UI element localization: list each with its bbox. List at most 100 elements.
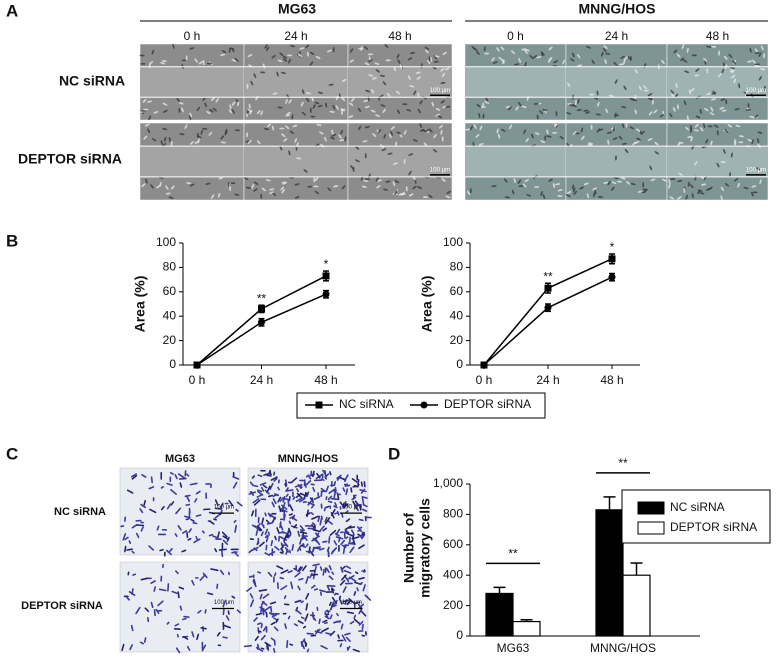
- cell: [339, 579, 346, 586]
- cell: [518, 185, 524, 188]
- cell: [196, 106, 200, 112]
- cell: [348, 115, 354, 118]
- cell: [232, 475, 240, 480]
- cell: [669, 196, 674, 200]
- cell: [232, 481, 238, 489]
- cell: [160, 505, 165, 511]
- cell: [348, 536, 352, 545]
- cell: [751, 191, 754, 197]
- cell: [268, 494, 274, 498]
- cell: [371, 88, 375, 94]
- cell: [676, 53, 681, 58]
- cell: [143, 108, 149, 111]
- cell: [632, 98, 638, 102]
- cell: [285, 493, 289, 498]
- cell: [408, 193, 414, 197]
- cell: [202, 60, 205, 66]
- cell: [153, 586, 156, 592]
- cell: [586, 46, 592, 49]
- cell: [638, 85, 642, 91]
- x-tick-label: 0 h: [476, 373, 493, 387]
- cell: [440, 82, 446, 84]
- x-tick-label: MNNG/HOS: [590, 641, 656, 655]
- cell: [131, 550, 135, 554]
- cell: [514, 63, 520, 66]
- cell: [339, 476, 346, 481]
- timepoint-label: 24 h: [284, 29, 307, 43]
- cell: [357, 479, 360, 485]
- cell: [541, 51, 545, 56]
- cell: [159, 181, 162, 187]
- cell: [293, 523, 298, 529]
- cell: [340, 539, 346, 546]
- cell: [351, 478, 358, 483]
- cell: [704, 107, 709, 112]
- panel-label: B: [6, 231, 18, 250]
- cell: [699, 192, 705, 195]
- cell: [316, 472, 321, 479]
- cell: [551, 131, 558, 134]
- cell: [222, 607, 225, 616]
- significance-label: **: [543, 269, 553, 283]
- cell: [205, 182, 211, 185]
- cell: [730, 68, 734, 74]
- y-tick-label: 100: [443, 235, 463, 249]
- cell: [278, 505, 282, 512]
- cell: [309, 51, 315, 55]
- cell: [264, 473, 272, 477]
- cell: [476, 50, 480, 55]
- marker: [544, 304, 552, 312]
- cell: [579, 186, 584, 190]
- cell: [273, 626, 279, 632]
- cell: [407, 57, 413, 61]
- cell: [712, 90, 716, 96]
- cell: [225, 615, 230, 621]
- cell: [300, 101, 304, 107]
- cell: [424, 46, 430, 50]
- cell: [260, 531, 264, 537]
- cell: [280, 507, 288, 513]
- cell: [318, 618, 321, 625]
- cell: [379, 74, 386, 77]
- cell: [540, 191, 543, 196]
- cell: [280, 585, 288, 591]
- cell: [230, 182, 236, 185]
- cell: [272, 192, 277, 196]
- cell: [206, 592, 214, 596]
- cell: [721, 109, 727, 112]
- cell: [581, 135, 585, 141]
- cell: [416, 76, 422, 80]
- cell: [148, 115, 152, 121]
- cell: [162, 102, 168, 106]
- cell: [688, 89, 692, 95]
- cell: [312, 522, 316, 526]
- cell: [166, 482, 173, 486]
- cell: [151, 138, 157, 142]
- cell: [198, 61, 204, 65]
- cell: [305, 474, 310, 478]
- cell: [720, 195, 723, 201]
- cell: [605, 52, 611, 55]
- cell: [589, 93, 595, 96]
- cell: [347, 645, 351, 651]
- cell: [340, 108, 346, 111]
- cell: [358, 47, 364, 50]
- cell: [325, 473, 330, 478]
- cell: [382, 81, 387, 86]
- cell: [126, 548, 133, 551]
- cell: [445, 105, 451, 108]
- cell: [523, 129, 527, 135]
- cell: [344, 136, 347, 142]
- cell: [325, 567, 330, 573]
- cell: [302, 492, 308, 500]
- cell: [735, 124, 741, 128]
- cell: [374, 62, 380, 65]
- cell: [683, 100, 687, 106]
- cell: [507, 106, 512, 111]
- cell: [342, 503, 349, 508]
- cell: [212, 107, 217, 112]
- cell: [471, 45, 476, 50]
- cell: [701, 183, 707, 186]
- cell: [601, 51, 604, 57]
